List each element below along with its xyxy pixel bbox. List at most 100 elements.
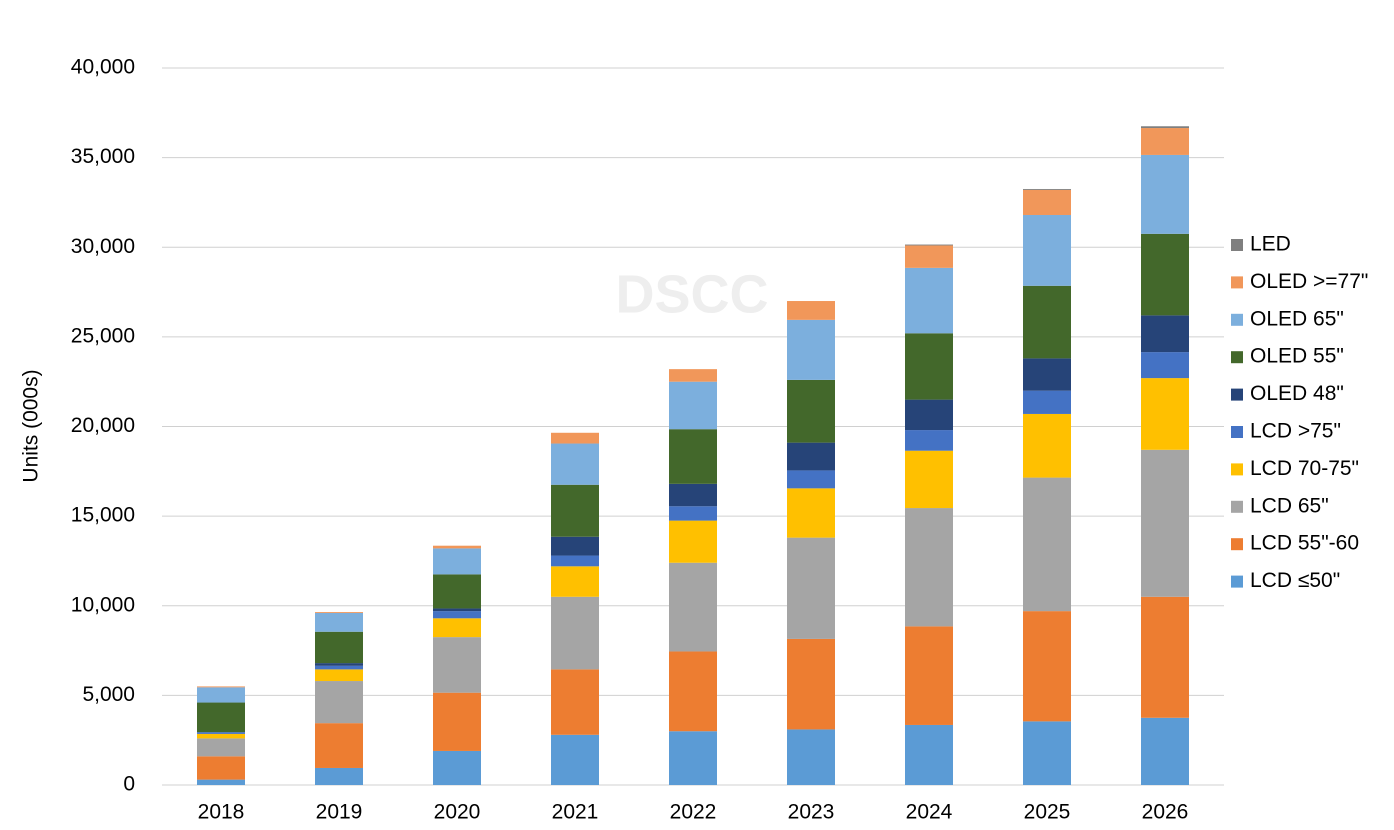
y-tick-label: 10,000 [71, 593, 135, 616]
y-tick-label: 25,000 [71, 324, 135, 347]
bar-segment [197, 732, 245, 734]
bar-segment [669, 520, 717, 563]
bar-segment [787, 319, 835, 380]
bar-segment [669, 369, 717, 382]
legend-label: OLED 65" [1250, 307, 1344, 330]
legend-label: LCD >75" [1250, 420, 1341, 443]
x-tick-label: 2023 [788, 801, 835, 824]
bar-segment [197, 687, 245, 703]
y-tick-label: 40,000 [71, 56, 135, 79]
bar-segment [1141, 315, 1189, 353]
bar-segment [669, 562, 717, 652]
bar-segment [433, 574, 481, 609]
bar-segment [1141, 154, 1189, 234]
bar-segment [787, 537, 835, 639]
bar-segment [905, 333, 953, 400]
bar-segment [315, 723, 363, 768]
bar-segment [551, 669, 599, 735]
legend-label: LCD ≤50" [1250, 569, 1340, 592]
x-tick-label: 2026 [1142, 801, 1189, 824]
x-tick-label: 2020 [434, 801, 481, 824]
bar-segment [1023, 611, 1071, 722]
y-tick-label: 15,000 [71, 504, 135, 527]
bar-segment [1023, 413, 1071, 478]
legend-label: LED [1250, 233, 1291, 256]
bar-segment [433, 545, 481, 549]
bar-segment [197, 779, 245, 785]
bar-segment [905, 430, 953, 451]
bar-segment [669, 483, 717, 507]
bar-segment [197, 756, 245, 780]
bar-segment [551, 484, 599, 537]
x-tick-label: 2019 [316, 801, 363, 824]
y-tick-label: 5,000 [82, 683, 135, 706]
legend-swatch [1231, 538, 1243, 551]
bar-segment [905, 626, 953, 725]
bar-segment [1141, 596, 1189, 718]
legend-label: OLED 55" [1250, 345, 1344, 368]
legend-swatch [1231, 351, 1243, 364]
bar-segment [315, 665, 363, 670]
bar-segment [1023, 285, 1071, 359]
legend-swatch [1231, 276, 1243, 289]
legend-swatch [1231, 500, 1243, 513]
bar-segment [905, 450, 953, 509]
bar-segment [551, 734, 599, 785]
y-tick-label: 0 [123, 773, 135, 796]
bar-segment [1023, 477, 1071, 612]
legend-label: LCD 65" [1250, 494, 1329, 517]
bar-segment [197, 702, 245, 733]
bar-segment [433, 611, 481, 619]
bar-segment [197, 686, 245, 688]
x-tick-label: 2021 [552, 801, 599, 824]
bar-segment [551, 432, 599, 444]
bar-segment [787, 638, 835, 730]
bar-segment [433, 637, 481, 693]
bar-segment [1023, 358, 1071, 391]
bar-segment [1023, 721, 1071, 785]
bar-segment [315, 681, 363, 724]
legend-label: LCD 55"-60 [1250, 532, 1359, 555]
y-tick-label: 30,000 [71, 235, 135, 258]
bar-segment [315, 612, 363, 613]
bar-segment [787, 470, 835, 489]
legend-label: LCD 70-75" [1250, 457, 1359, 480]
bar-segment [551, 566, 599, 597]
bar-segment [669, 381, 717, 430]
bar-segment [315, 669, 363, 682]
bar-segment [1023, 390, 1071, 414]
bar-segment [433, 618, 481, 638]
bar-segment [433, 750, 481, 785]
bar-segment [551, 596, 599, 670]
bar-segment [669, 429, 717, 484]
bar-segment [315, 612, 363, 632]
legend-swatch [1231, 575, 1243, 588]
bar-segment [315, 631, 363, 664]
bar-segment [787, 442, 835, 471]
bar-segment [315, 767, 363, 785]
legend-swatch [1231, 313, 1243, 326]
bar-segment [669, 651, 717, 732]
bar-segment [1141, 128, 1189, 155]
bar-segment [433, 548, 481, 575]
bar-segment [787, 379, 835, 443]
legend-label: OLED 48" [1250, 382, 1344, 405]
bar-segment [905, 724, 953, 785]
bar-segment [197, 733, 245, 739]
bar-segment [787, 488, 835, 538]
bar-segment [669, 506, 717, 521]
legend-swatch [1231, 388, 1243, 401]
legend-swatch [1231, 463, 1243, 476]
bar-segment [433, 608, 481, 612]
bar-segment [1141, 717, 1189, 785]
bar-segment [1023, 214, 1071, 286]
bar-segment [551, 443, 599, 485]
bar-segment [787, 301, 835, 320]
bar-segment [1141, 449, 1189, 597]
x-tick-label: 2024 [906, 801, 953, 824]
bar-segment [315, 663, 363, 666]
bar-segment [433, 692, 481, 751]
bar-segment [197, 738, 245, 757]
bar-segment [1141, 352, 1189, 379]
